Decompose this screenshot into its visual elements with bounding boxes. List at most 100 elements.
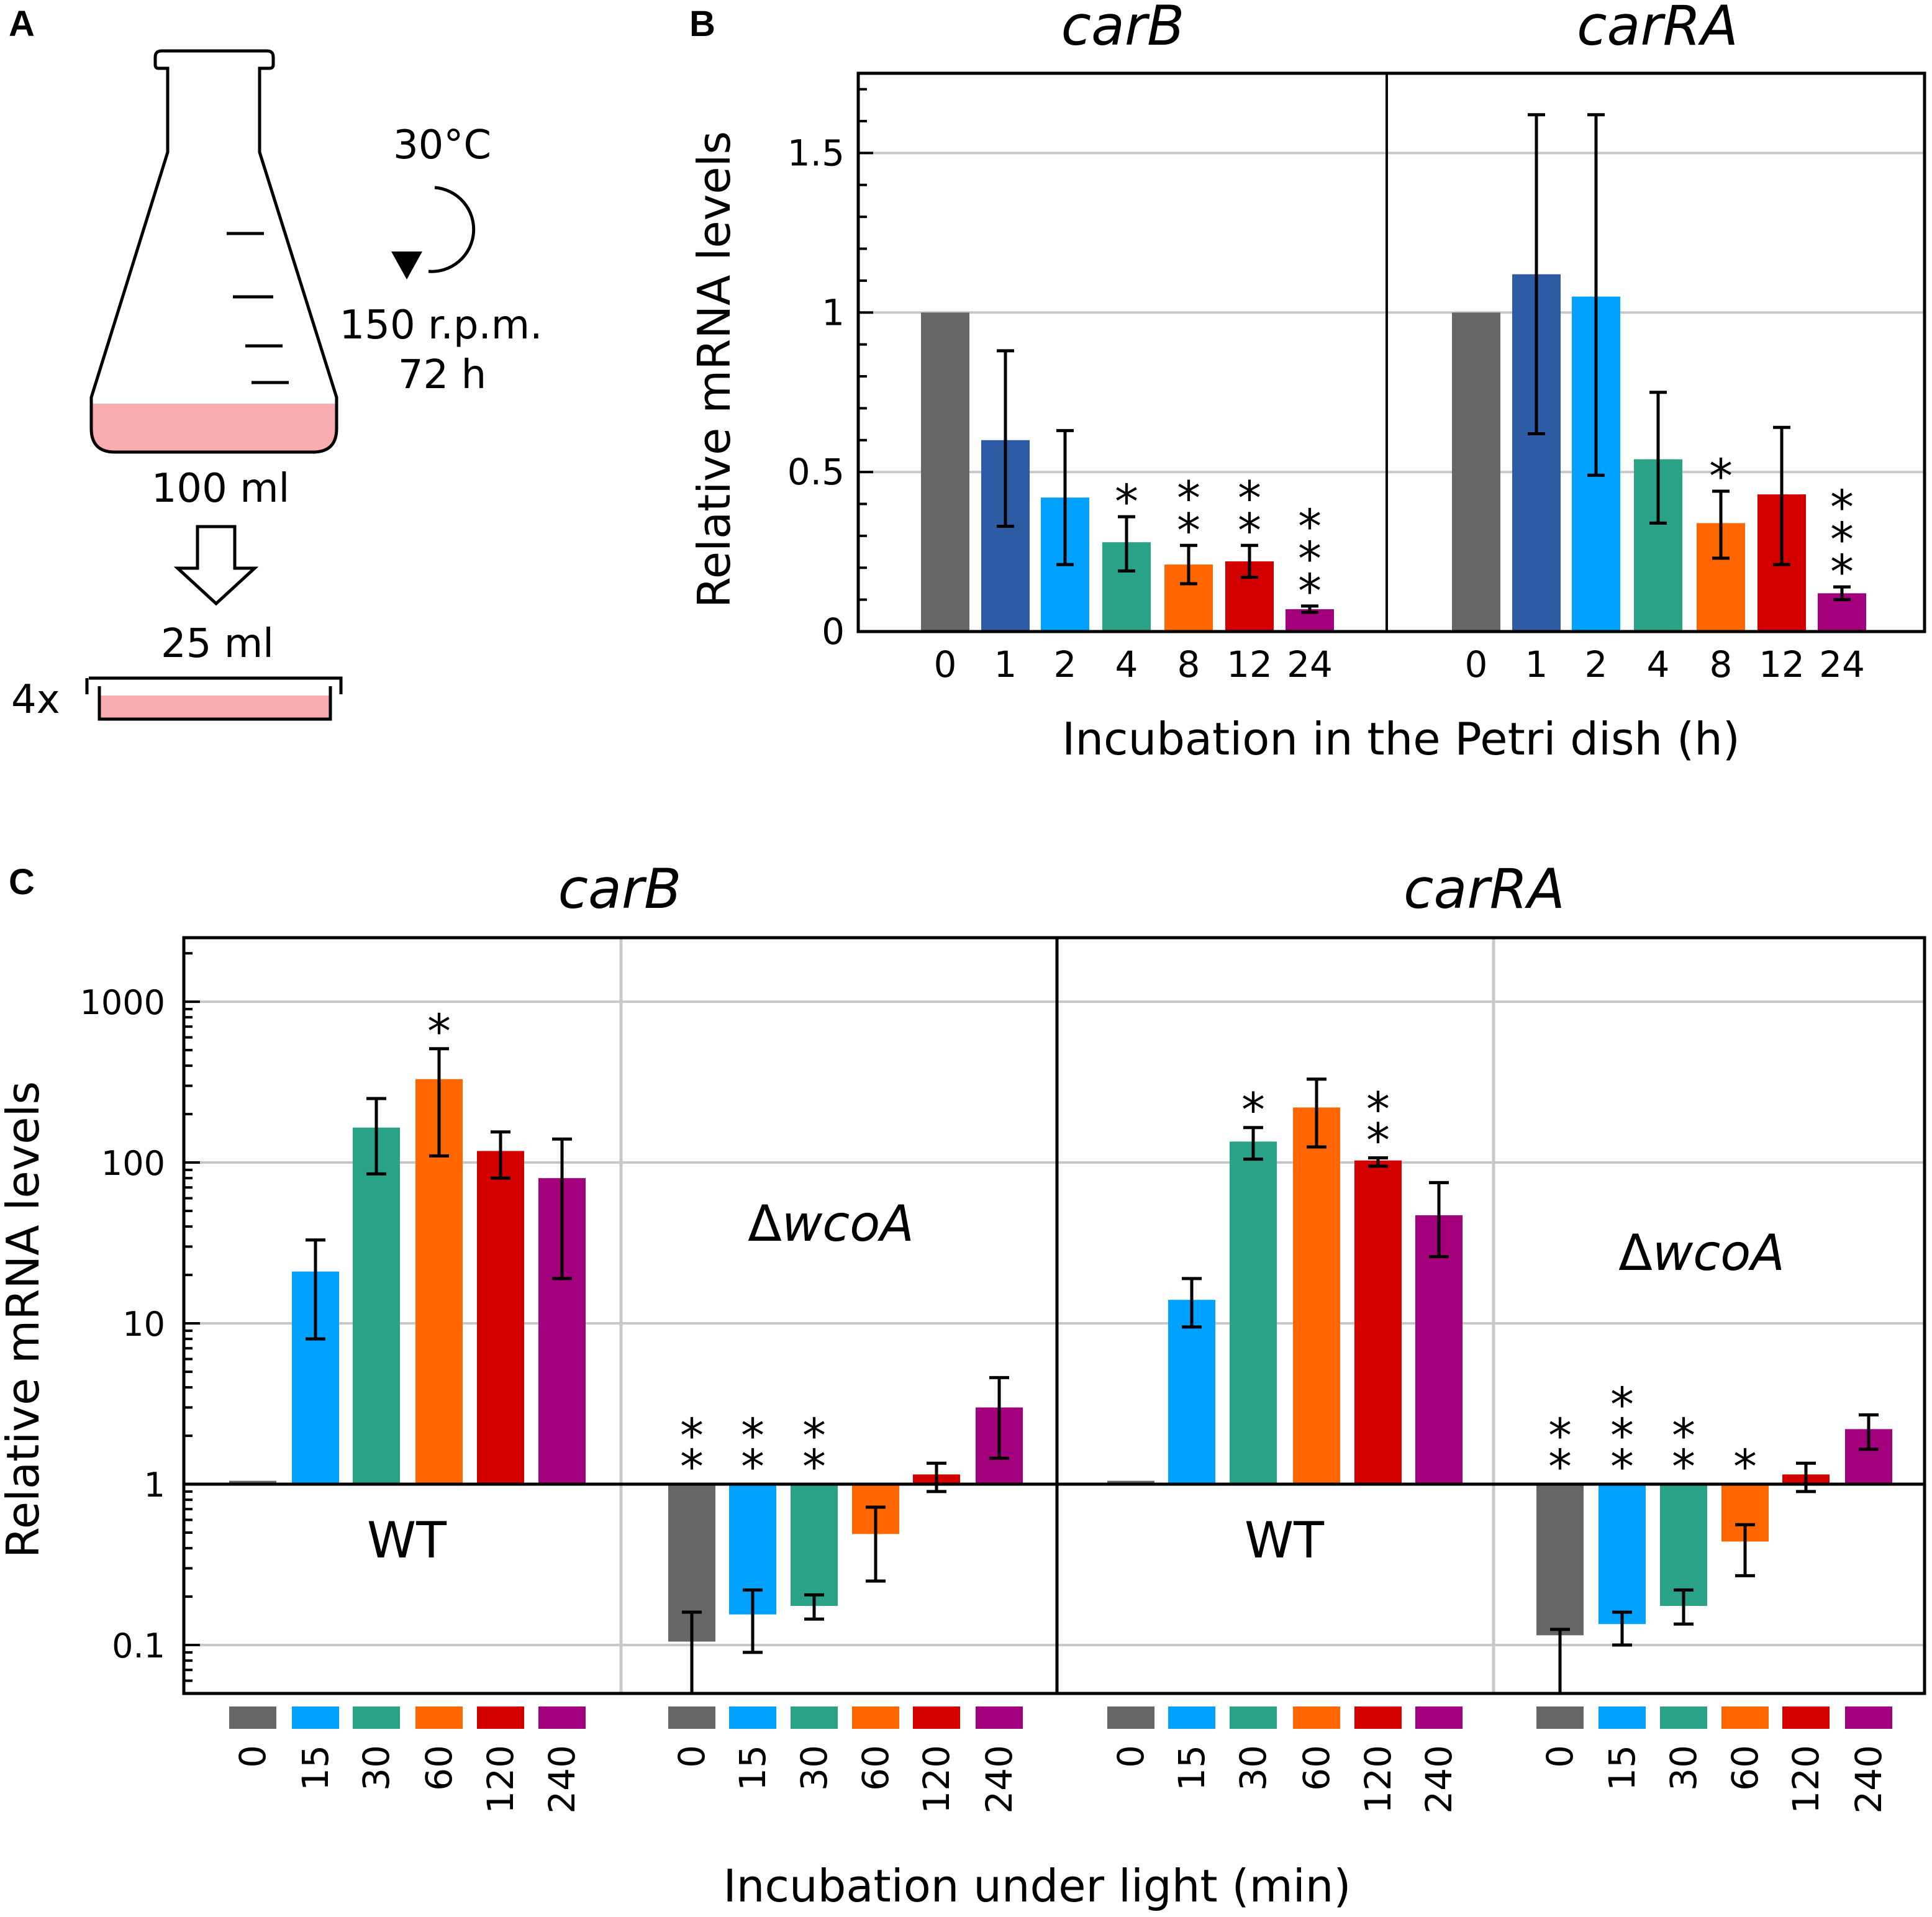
significance-star: *	[1298, 499, 1322, 554]
legend-swatch-60	[852, 1706, 899, 1729]
legend-swatch-30	[1230, 1706, 1277, 1729]
x-tick-label: 2	[1054, 643, 1077, 686]
petri-dish-medium	[99, 696, 330, 719]
flask-outline	[89, 49, 338, 454]
flask-medium	[91, 404, 337, 452]
x-tick-label: 8	[1710, 643, 1733, 686]
legend-swatch-15	[729, 1706, 776, 1729]
significance-star: *	[1709, 448, 1733, 504]
x-tick-label: 30	[793, 1745, 835, 1791]
x-tick-label: 0	[1110, 1745, 1152, 1768]
x-tick-label: 240	[978, 1745, 1020, 1814]
x-tick-label: 0	[232, 1745, 274, 1768]
legend-swatch-120	[477, 1706, 524, 1729]
significance-star: *	[1177, 502, 1200, 558]
strain-label-wt: WT	[367, 1511, 447, 1569]
chart-c-title-carRA: carRA	[1404, 857, 1565, 921]
chart-c: 0 15 30*60 120 240**0**15**30 60 120 240 0 15*30 6…	[0, 857, 1926, 1912]
significance-star: *	[1241, 1082, 1265, 1138]
legend-swatch-30	[353, 1706, 400, 1729]
x-tick-label: 60	[1724, 1745, 1766, 1791]
x-tick-label: 60	[855, 1745, 897, 1791]
legend-swatch-120	[913, 1706, 960, 1729]
y-tick-label: 0	[822, 610, 845, 653]
legend-swatch-30	[1660, 1706, 1707, 1729]
strain-gene: wcoA	[1653, 1224, 1785, 1282]
bar-carRA ΔwcoA-30min	[1660, 1484, 1707, 1607]
legend-swatch-240	[1845, 1706, 1892, 1729]
x-tick-label: 120	[1785, 1745, 1827, 1814]
y-tick-label: 1	[822, 291, 845, 333]
significance-star: *	[1238, 470, 1261, 525]
bar-carRA WT-120min	[1354, 1160, 1402, 1485]
x-tick-label: 240	[541, 1745, 583, 1814]
legend-swatch-15	[292, 1706, 339, 1729]
x-tick-label: 240	[1418, 1745, 1460, 1814]
legend-swatch-60	[1293, 1706, 1340, 1729]
x-tick-label: 12	[1227, 643, 1272, 686]
flask-volume-label: 100 ml	[152, 466, 290, 512]
plot-frame	[182, 936, 1926, 1695]
legend-swatch-30	[791, 1706, 838, 1729]
significance-star: *	[802, 1408, 826, 1463]
y-tick-label: 10	[122, 1305, 165, 1344]
bar-carB WT-120min	[477, 1151, 524, 1485]
y-tick-label: 0.5	[787, 451, 845, 493]
bar-carRA WT-240min	[1415, 1215, 1463, 1485]
bar-carRA WT-15min	[1168, 1300, 1215, 1485]
x-tick-label: 0	[934, 643, 957, 686]
shaking-speed-label: 150 r.p.m.	[340, 302, 543, 348]
flask-illustration	[89, 49, 338, 454]
chart-b: 0 1 2*4**8**12***24 0 1 2 4*8 12***2400.511.5ca…	[688, 0, 1926, 765]
chart-b-title-carRA: carRA	[1577, 0, 1738, 58]
x-tick-label: 4	[1647, 643, 1670, 686]
y-axis-label: Relative mRNA levels	[0, 1081, 49, 1558]
significance-star: *	[1830, 512, 1854, 567]
significance-star: *	[1366, 1081, 1390, 1136]
significance-star: *	[427, 1004, 451, 1059]
bar-carB WT-30min	[353, 1127, 400, 1485]
y-tick-label: 0.1	[112, 1626, 165, 1665]
legend-swatch-0	[1107, 1706, 1154, 1729]
x-tick-label: 0	[1539, 1745, 1581, 1768]
significance-star: *	[1610, 1408, 1634, 1463]
significance-star: *	[1177, 470, 1200, 525]
x-tick-label: 120	[915, 1745, 958, 1814]
significance-star: *	[1298, 563, 1322, 619]
significance-star: *	[1830, 544, 1854, 599]
significance-star: *	[1672, 1408, 1695, 1463]
x-tick-label: 8	[1177, 643, 1200, 686]
legend-swatch-60	[1721, 1706, 1769, 1729]
legend-swatch-240	[976, 1706, 1023, 1729]
bar-carB ΔwcoA-30min	[791, 1484, 838, 1607]
legend-swatch-240	[538, 1706, 586, 1729]
legend-swatch-0	[229, 1706, 276, 1729]
x-tick-label: 15	[294, 1745, 337, 1791]
down-arrow-icon	[173, 525, 259, 606]
x-tick-label: 30	[1232, 1745, 1274, 1791]
x-tick-label: 12	[1759, 643, 1805, 686]
strain-label-wt: WT	[1245, 1511, 1325, 1569]
legend-swatch-60	[415, 1706, 463, 1729]
x-tick-label: 0	[1465, 643, 1488, 686]
y-tick-label: 1000	[80, 983, 165, 1022]
x-tick-label: 30	[1662, 1745, 1705, 1791]
bar-carRA WT-30min	[1230, 1141, 1277, 1485]
y-tick-label: 100	[101, 1144, 165, 1183]
y-axis-label: Relative mRNA levels	[688, 131, 740, 608]
x-tick-label: 60	[418, 1745, 460, 1791]
x-tick-label: 120	[1357, 1745, 1399, 1814]
bar-carB-0h	[921, 312, 969, 632]
significance-star: *	[1366, 1112, 1390, 1167]
legend-swatch-15	[1168, 1706, 1215, 1729]
significance-star: *	[741, 1408, 764, 1463]
x-tick-label: 120	[479, 1745, 522, 1814]
x-tick-label: 240	[1848, 1745, 1890, 1814]
x-axis-label: Incubation in the Petri dish (h)	[1062, 713, 1740, 765]
x-tick-label: 15	[1171, 1745, 1213, 1791]
x-axis-label: Incubation under light (min)	[723, 1860, 1351, 1912]
y-tick-label: 1.5	[787, 132, 845, 174]
x-tick-label: 15	[1601, 1745, 1643, 1791]
legend-swatch-240	[1415, 1706, 1463, 1729]
